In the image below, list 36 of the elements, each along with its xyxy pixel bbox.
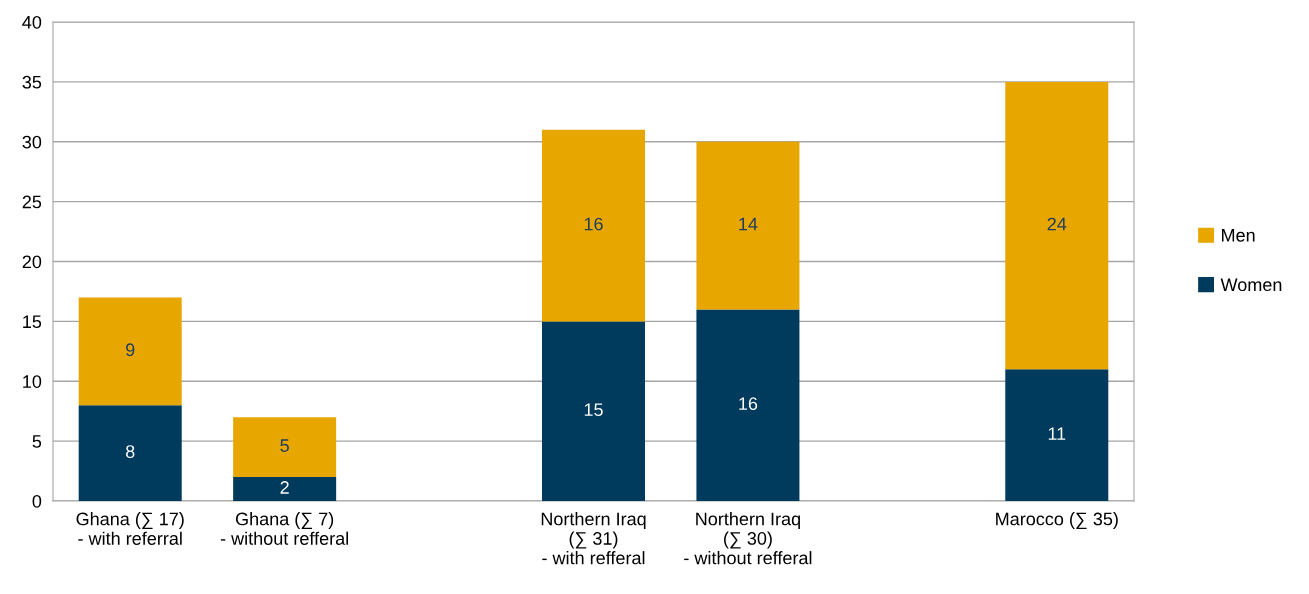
y-tick-label: 5 (32, 435, 42, 448)
bar (1005, 369, 1109, 501)
legend-label: Men (1222, 229, 1255, 242)
y-tick-label: 30 (22, 135, 42, 149)
bar (233, 477, 337, 501)
bar (696, 141, 800, 310)
legend-label: Women (1220, 278, 1282, 292)
x-tick-label: Northern Iraq (∑ 30) - without refferal (684, 512, 812, 565)
y-tick-label: 15 (23, 315, 42, 329)
data-label: 15 (584, 403, 603, 417)
x-tick-label: Ghana (∑ 17) - with referral (76, 512, 184, 545)
data-label: 14 (739, 217, 758, 231)
y-tick-label: 40 (22, 15, 42, 29)
data-label: 8 (125, 445, 135, 458)
y-tick-label: 35 (22, 75, 42, 89)
bar (696, 309, 800, 501)
bar (78, 297, 182, 406)
y-tick-label: 10 (23, 375, 42, 388)
y-tick-label: 0 (32, 494, 42, 508)
y-tick-label: 20 (22, 255, 42, 269)
data-label: 24 (1047, 217, 1067, 231)
data-label: 16 (739, 397, 758, 411)
data-label: 9 (126, 343, 135, 357)
data-label: 11 (1048, 427, 1066, 440)
x-tick-label: Marocco (∑ 35) (996, 512, 1118, 530)
data-label: 16 (584, 217, 603, 231)
bar (542, 321, 645, 501)
bar (78, 405, 182, 501)
y-tick-label: 25 (22, 195, 42, 209)
x-tick-label: Northern Iraq (∑ 31) - with refferal (541, 512, 646, 565)
x-tick-label: Ghana (∑ 7) - without refferal (220, 512, 349, 545)
bar (233, 417, 337, 478)
data-label: 5 (280, 439, 289, 452)
bar (1005, 81, 1109, 370)
data-label: 2 (280, 481, 289, 494)
bar (542, 129, 645, 322)
